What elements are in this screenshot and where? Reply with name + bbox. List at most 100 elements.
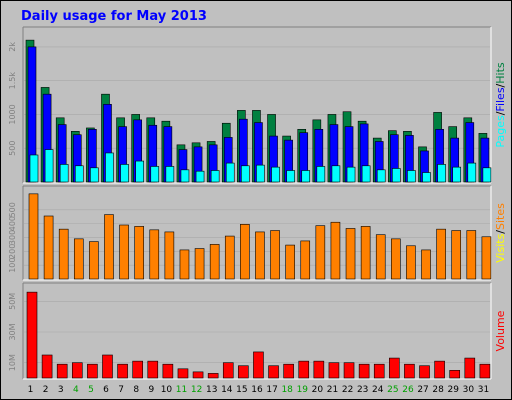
- day-label: 3: [58, 385, 64, 395]
- day-label: 26: [402, 385, 414, 395]
- hits-axis-label-part: Files: [494, 87, 507, 111]
- day-label: 16: [251, 385, 263, 395]
- day-label: 28: [432, 385, 444, 395]
- volume-bar: [298, 360, 310, 379]
- sites-bar: [375, 234, 386, 280]
- day-label: 15: [236, 385, 247, 395]
- volume-bar: [192, 371, 204, 379]
- sites-bar: [466, 230, 477, 280]
- day-label: 13: [206, 385, 217, 395]
- sites-axis-label: Visits/Sites: [494, 203, 507, 263]
- hits-axis-label: Pages/Files/Hits: [494, 62, 507, 148]
- volume-bar: [268, 365, 279, 379]
- volume-bar: [328, 362, 340, 379]
- day-label: 19: [297, 385, 309, 395]
- volume-ytick-label: 30M: [8, 323, 17, 340]
- pages-bar: [271, 166, 280, 183]
- pages-bar: [301, 170, 311, 183]
- volume-bar: [71, 362, 83, 379]
- sites-bar: [119, 224, 129, 280]
- day-label: 22: [342, 385, 353, 395]
- volume-ytick-label: 50M: [8, 293, 17, 310]
- sites-bar: [134, 226, 144, 280]
- pages-bar: [316, 166, 326, 183]
- volume-bar: [419, 365, 430, 379]
- pages-bar: [105, 152, 114, 183]
- pages-bar: [120, 164, 129, 183]
- day-label: 20: [312, 385, 324, 395]
- sites-bar: [391, 238, 401, 280]
- day-label: 2: [43, 385, 49, 395]
- pages-bar: [44, 149, 54, 183]
- day-label: 14: [221, 385, 233, 395]
- day-label: 4: [73, 385, 79, 395]
- day-label: 21: [327, 385, 338, 395]
- day-label: 9: [148, 385, 154, 395]
- day-label: 31: [478, 385, 489, 395]
- hits-axis-label-part: /: [494, 111, 507, 115]
- sites-bar: [149, 229, 160, 280]
- volume-bar: [207, 373, 219, 379]
- pages-bar: [165, 166, 175, 183]
- sites-bar: [330, 221, 341, 280]
- sites-ytick-label: 200: [8, 244, 17, 259]
- volume-bar: [117, 363, 128, 379]
- volume-bar: [238, 365, 249, 379]
- hits-axis-label-part: Pages: [494, 115, 507, 148]
- volume-bar: [41, 354, 53, 379]
- volume-bar: [222, 362, 234, 379]
- sites-ytick-label: 100: [8, 258, 17, 273]
- volume-bar: [147, 360, 159, 379]
- pages-bar: [392, 168, 401, 183]
- day-label: 8: [133, 385, 139, 395]
- sites-bar: [104, 214, 114, 280]
- volume-bar: [313, 360, 325, 379]
- volume-bar: [132, 360, 143, 379]
- sites-bar: [360, 226, 371, 280]
- volume-bar: [177, 368, 189, 379]
- sites-bar: [315, 225, 326, 280]
- sites-bar: [43, 215, 54, 280]
- volume-bar: [283, 363, 294, 379]
- sites-bar: [270, 230, 280, 280]
- volume-bar: [389, 357, 400, 379]
- hits-axis-label-part: /: [494, 83, 507, 87]
- sites-bar: [481, 236, 492, 280]
- day-label: 12: [191, 385, 202, 395]
- sites-bar: [164, 231, 175, 280]
- sites-axis-label-part: Visits: [494, 233, 507, 262]
- sites-bar: [451, 230, 462, 280]
- sites-bar: [194, 248, 205, 280]
- day-label: 27: [417, 385, 428, 395]
- hits-axis-label-part: Hits: [494, 62, 507, 84]
- pages-bar: [210, 170, 220, 183]
- volume-bar: [434, 360, 445, 379]
- volume-bar: [253, 351, 264, 379]
- sites-bar: [209, 244, 220, 280]
- volume-bar: [87, 363, 98, 379]
- pages-bar: [225, 162, 235, 183]
- pages-bar: [467, 162, 477, 183]
- sites-ytick-label: 500: [8, 202, 17, 217]
- sites-bar: [240, 224, 250, 280]
- volume-bar: [479, 363, 491, 379]
- sites-bar: [421, 249, 431, 280]
- sites-bar: [300, 240, 311, 280]
- sites-bar: [89, 241, 99, 280]
- hits-ytick-label: 500: [8, 141, 17, 156]
- pages-bar: [331, 165, 341, 183]
- sites-bar: [28, 193, 39, 280]
- sites-ytick-label: 400: [8, 216, 17, 231]
- pages-bar: [437, 164, 446, 183]
- pages-bar: [195, 170, 205, 183]
- pages-bar: [346, 166, 356, 183]
- day-label: 25: [387, 385, 398, 395]
- volume-bar: [343, 362, 355, 379]
- day-label: 7: [118, 385, 124, 395]
- pages-bar: [286, 170, 295, 183]
- chart-title: Daily usage for May 2013: [21, 9, 207, 24]
- sites-bar: [345, 228, 356, 280]
- sites-bar: [58, 228, 69, 280]
